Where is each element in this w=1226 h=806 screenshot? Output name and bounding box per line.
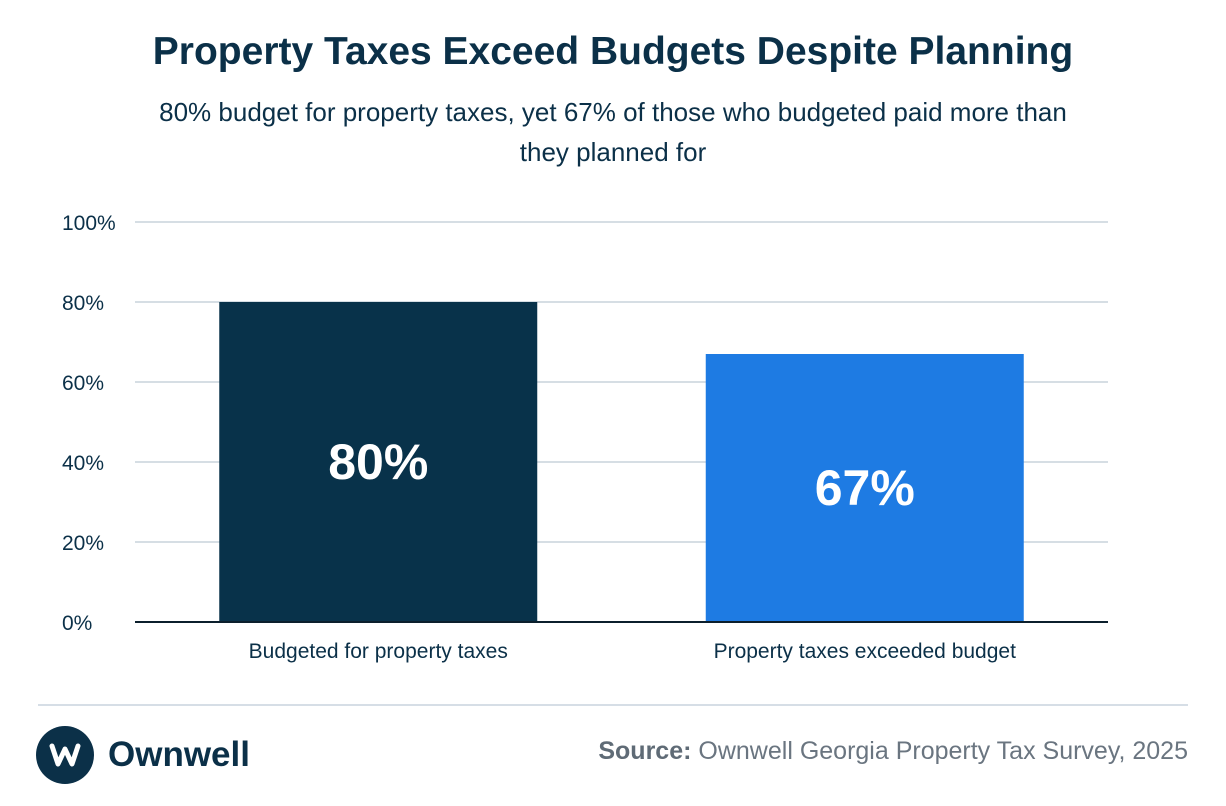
bar-data-label: 80% bbox=[328, 434, 428, 490]
x-category-label: Budgeted for property taxes bbox=[249, 640, 508, 663]
bar bbox=[219, 302, 538, 622]
source-note: Source: Ownwell Georgia Property Tax Sur… bbox=[598, 737, 1188, 766]
source-label: Source: bbox=[598, 737, 692, 765]
y-tick-label: 100% bbox=[62, 212, 116, 235]
bar-chart: 0% 20% 40% 60% 80% 100% 80% Budgeted for proper… bbox=[62, 212, 1108, 663]
footer-divider bbox=[38, 704, 1188, 706]
y-tick-label: 20% bbox=[62, 532, 104, 555]
x-category-label: Property taxes exceeded budget bbox=[714, 640, 1017, 663]
y-tick-label: 60% bbox=[62, 372, 104, 395]
bar-data-label: 67% bbox=[815, 460, 915, 516]
chart-subtitle: 80% budget for property taxes, yet 67% o… bbox=[159, 97, 1067, 167]
bar bbox=[705, 354, 1024, 622]
y-tick-label: 80% bbox=[62, 292, 104, 315]
brand-name: Ownwell bbox=[108, 735, 250, 774]
y-tick-label: 0% bbox=[62, 612, 92, 635]
source-text: Ownwell Georgia Property Tax Survey, 202… bbox=[691, 737, 1188, 765]
chart-title: Property Taxes Exceed Budgets Despite Pl… bbox=[152, 30, 1074, 73]
y-tick-label: 40% bbox=[62, 452, 104, 475]
ownwell-logo: Ownwell bbox=[36, 726, 250, 784]
ownwell-logo-icon bbox=[36, 726, 94, 784]
